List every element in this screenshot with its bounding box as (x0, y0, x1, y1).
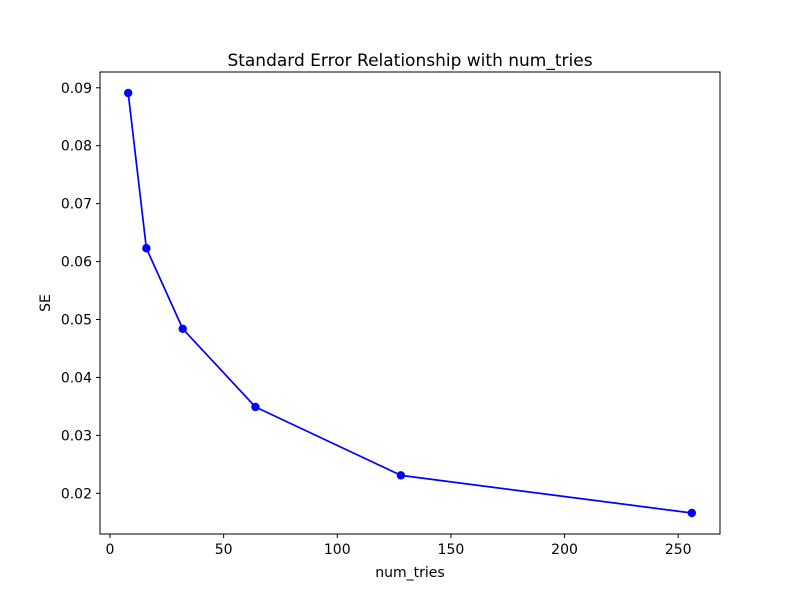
data-point-x8 (123, 88, 133, 98)
data-point-x256 (687, 508, 697, 518)
x-tick-label: 200 (551, 542, 578, 558)
x-tick-label: 0 (106, 542, 115, 558)
chart-title: Standard Error Relationship with num_tri… (227, 51, 592, 71)
y-tick-label: 0.05 (61, 313, 92, 329)
y-tick-label: 0.09 (61, 81, 92, 97)
data-point-x32 (178, 324, 187, 333)
x-tick-label: 100 (324, 542, 351, 558)
y-tick-label: 0.02 (61, 486, 92, 502)
x-tick-label: 250 (665, 542, 692, 558)
data-point-x128 (396, 471, 406, 480)
y-tick-label: 0.06 (61, 255, 92, 271)
plot-frame (99, 71, 721, 535)
x-tick-label: 50 (215, 542, 233, 558)
data-point-x64 (251, 402, 260, 412)
y-tick-label: 0.03 (61, 428, 92, 444)
x-tick-label: 150 (438, 542, 465, 558)
y-tick-label: 0.07 (61, 197, 92, 213)
y-tick-label: 0.08 (61, 139, 92, 155)
plot-area: 0 50 100 150 200 250 0.02 0.03 0.04 0.05 0.06 0.07 0… (61, 71, 721, 558)
series-line (127, 92, 692, 514)
y-tick-label: 0.04 (61, 370, 92, 386)
x-axis-label: num_tries (375, 565, 444, 581)
data-point-x16 (142, 244, 151, 253)
y-axis-label: SE (38, 294, 54, 312)
